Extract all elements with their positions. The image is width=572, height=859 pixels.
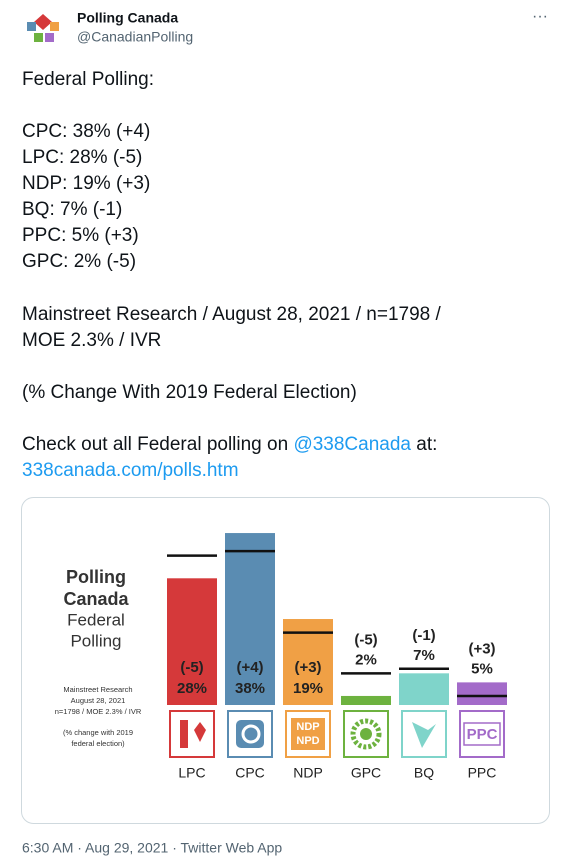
tweet-line: (% Change With 2019 Federal Election) bbox=[22, 382, 357, 403]
tweet-line: Check out all Federal polling on @338Can… bbox=[22, 434, 437, 455]
party-logo bbox=[459, 710, 505, 758]
x-tick-label: BQ bbox=[414, 765, 434, 781]
timestamp[interactable]: 6:30 AM · Aug 29, 2021 · Twitter Web App bbox=[22, 840, 282, 856]
logo-mark bbox=[241, 724, 261, 744]
x-tick-label: GPC bbox=[351, 765, 381, 781]
chart-subtitle: Federal bbox=[67, 610, 125, 629]
value-label: 7% bbox=[413, 647, 435, 664]
tweet-line: PPC: 5% (+3) bbox=[22, 225, 139, 246]
tweet-line: Mainstreet Research / August 28, 2021 / … bbox=[22, 304, 442, 325]
text-span: Check out all Federal polling on bbox=[22, 434, 293, 455]
logo-mark bbox=[463, 722, 501, 746]
chart-note: federal election) bbox=[71, 739, 125, 748]
bar bbox=[341, 695, 391, 705]
url-link[interactable]: 338canada.com/polls.htm bbox=[22, 460, 239, 481]
mention-link[interactable]: @338Canada bbox=[293, 434, 411, 455]
logo-mark bbox=[194, 722, 206, 742]
value-label: 5% bbox=[471, 660, 493, 677]
chart-subtitle: Polling bbox=[70, 631, 121, 650]
chart-title: Canada bbox=[63, 589, 129, 609]
display-name[interactable]: Polling Canada bbox=[77, 10, 178, 26]
logo-mark bbox=[180, 720, 188, 748]
x-tick-label: CPC bbox=[235, 765, 265, 781]
tweet-line: BQ: 7% (-1) bbox=[22, 199, 122, 220]
tweet-line: Federal Polling: bbox=[22, 69, 154, 90]
x-tick-label: LPC bbox=[178, 765, 205, 781]
x-tick-label: NDP bbox=[293, 765, 323, 781]
party-logo bbox=[401, 710, 447, 758]
party-logo bbox=[169, 710, 215, 758]
value-label: 2% bbox=[355, 651, 377, 668]
chart-note: August 28, 2021 bbox=[71, 696, 126, 705]
x-tick-label: PPC bbox=[468, 765, 497, 781]
change-label: (-1) bbox=[412, 627, 435, 644]
logo-text: NDP bbox=[296, 721, 319, 733]
logo-text: PPC bbox=[467, 726, 498, 743]
avatar[interactable] bbox=[26, 14, 60, 46]
bar bbox=[167, 578, 217, 705]
logo-mark bbox=[360, 728, 372, 740]
change-label: (+3) bbox=[294, 659, 321, 676]
change-label: (-5) bbox=[354, 631, 377, 648]
change-label: (+4) bbox=[236, 659, 263, 676]
logo-text: NPD bbox=[296, 735, 319, 747]
tweet-line: CPC: 38% (+4) bbox=[22, 121, 150, 142]
logo-mark bbox=[350, 718, 382, 750]
value-label: 28% bbox=[177, 680, 207, 697]
value-label: 19% bbox=[293, 680, 323, 697]
tweet-line: NDP: 19% (+3) bbox=[22, 173, 150, 194]
handle[interactable]: @CanadianPolling bbox=[77, 29, 193, 45]
tweet-line: MOE 2.3% / IVR bbox=[22, 330, 161, 351]
logo-mark bbox=[291, 718, 325, 750]
tweet-text: Federal Polling: CPC: 38% (+4) LPC: 28% (-… bbox=[22, 69, 442, 481]
chart-title: Polling bbox=[66, 567, 126, 587]
text-span: at: bbox=[411, 434, 437, 455]
change-label: (+3) bbox=[468, 640, 495, 657]
chart-note: Mainstreet Research bbox=[63, 685, 132, 694]
change-label: (-5) bbox=[180, 659, 203, 676]
value-label: 38% bbox=[235, 680, 265, 697]
logo-mark bbox=[412, 722, 436, 748]
bar bbox=[225, 533, 275, 705]
chart-note: n=1798 / MOE 2.3% / IVR bbox=[55, 707, 142, 716]
bar bbox=[399, 673, 449, 705]
more-menu[interactable]: ··· bbox=[532, 8, 548, 25]
tweet-line: LPC: 28% (-5) bbox=[22, 147, 142, 168]
chart-note: (% change with 2019 bbox=[63, 728, 133, 737]
tweet-line: GPC: 2% (-5) bbox=[22, 251, 136, 272]
bar bbox=[457, 682, 507, 705]
